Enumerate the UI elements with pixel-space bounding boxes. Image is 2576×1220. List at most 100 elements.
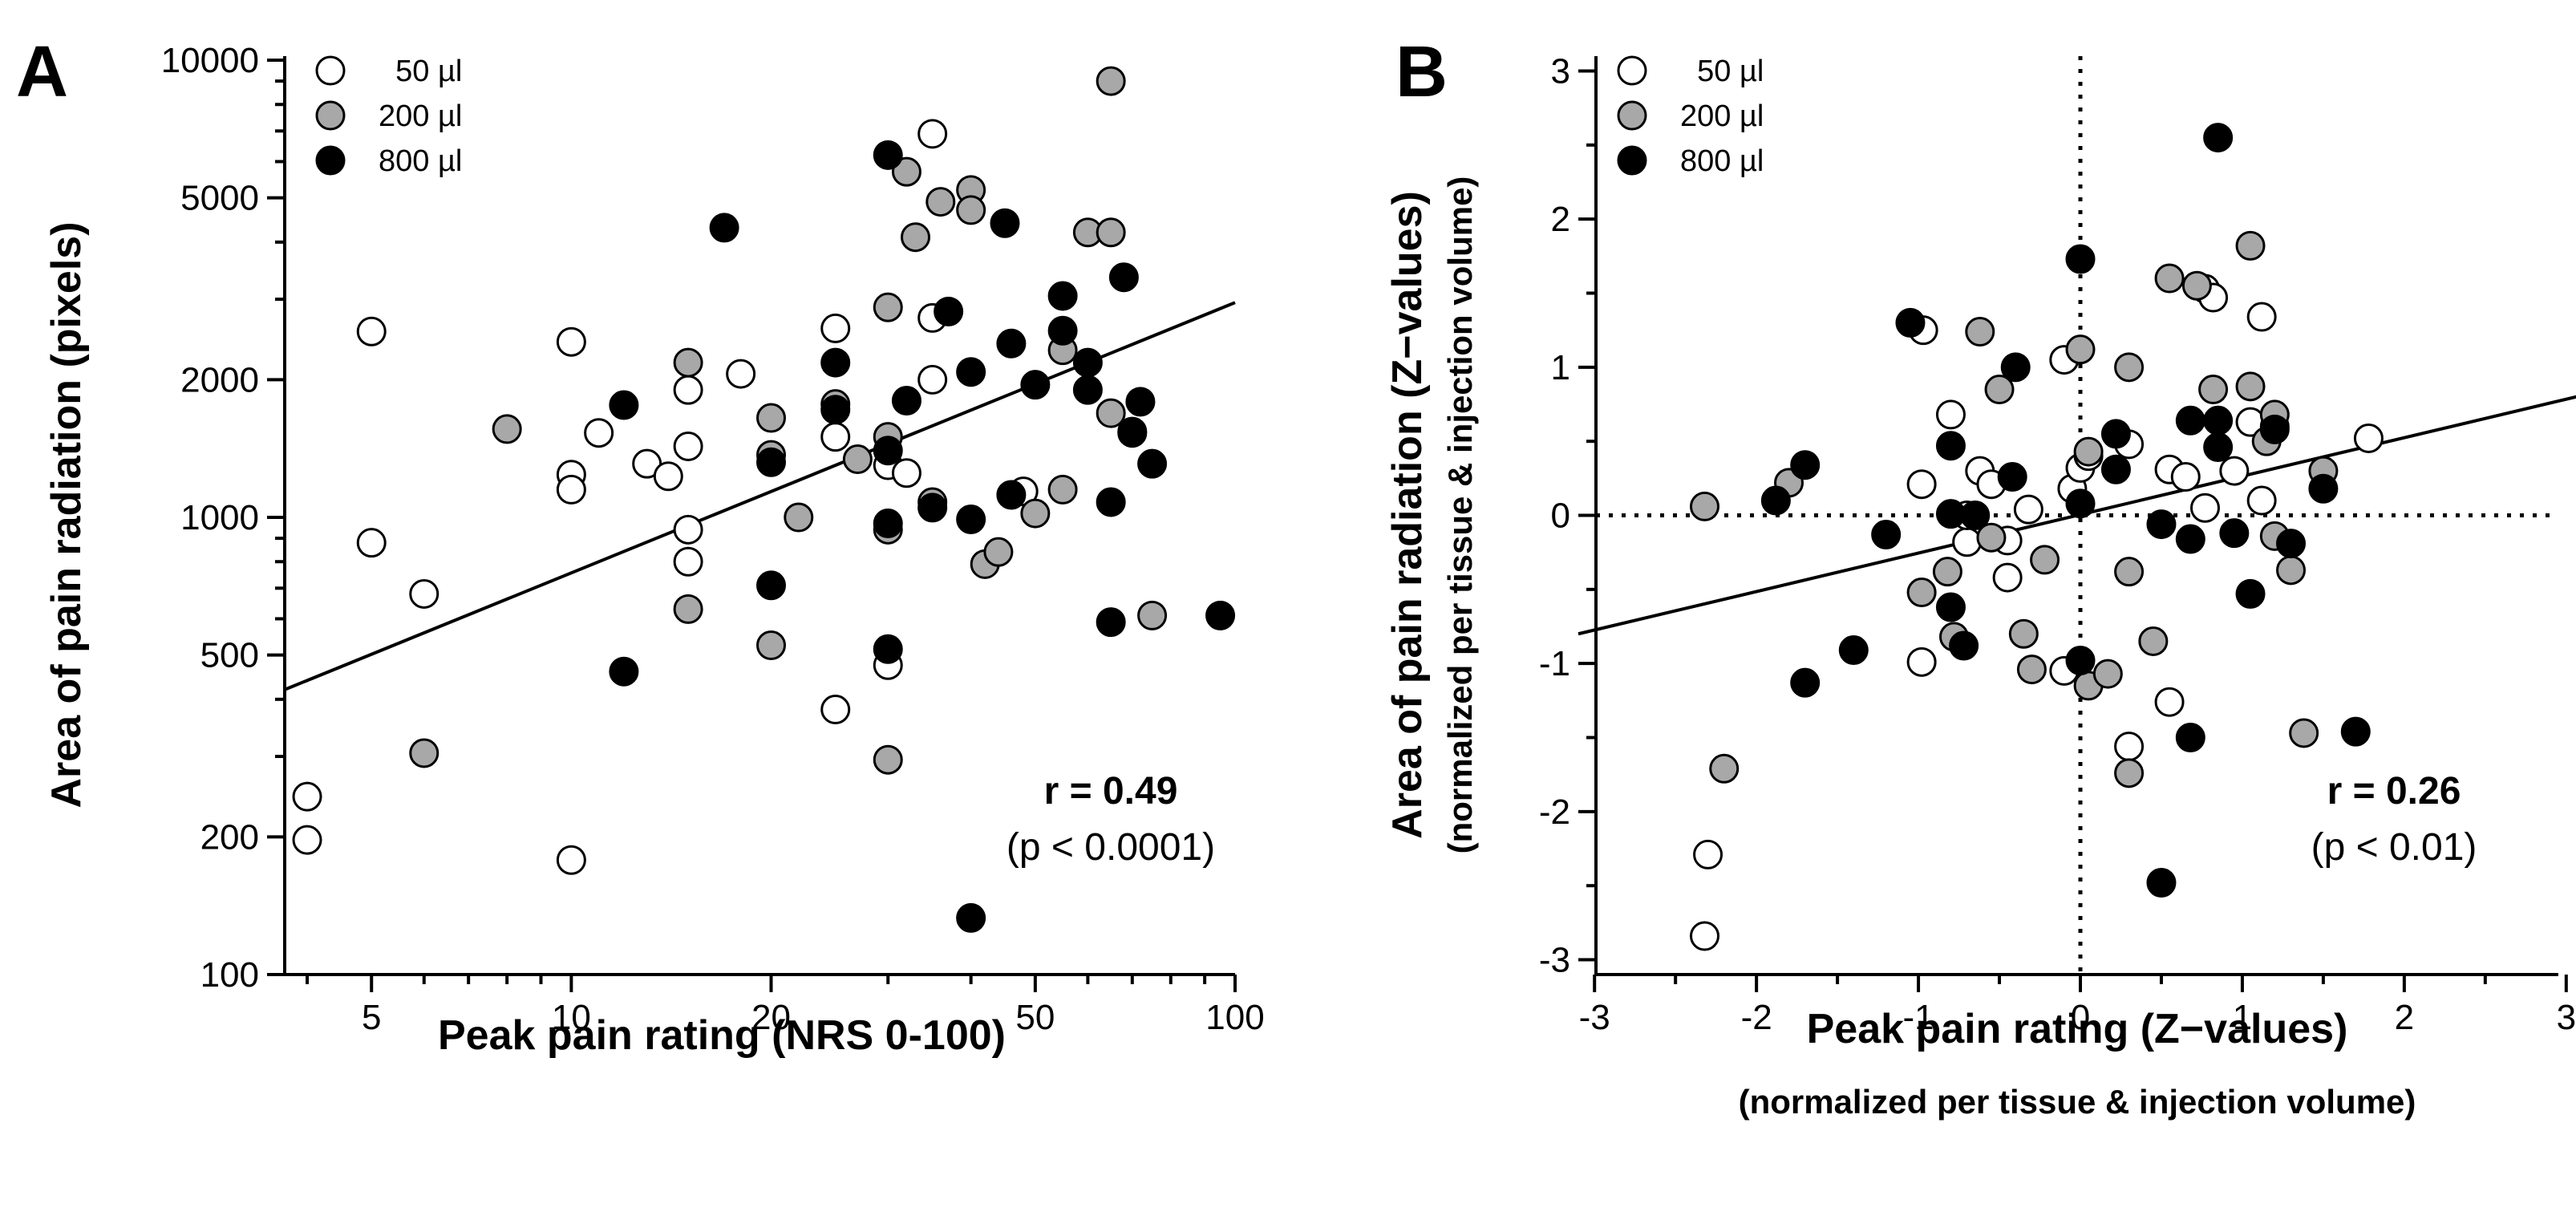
data-point-v800-b [1935, 431, 1966, 461]
x-tick-label-a: 20 [751, 998, 791, 1037]
data-point-v200-b [2008, 618, 2039, 649]
x-axis-subtitle-b: (normalized per tissue & injection volum… [1739, 1083, 2416, 1121]
y-tick-label-b: 0 [1551, 497, 1570, 536]
x-tick-label-b: 1 [2233, 998, 2252, 1037]
legend-label-v800-b: 800 µl [1680, 144, 1764, 178]
y-tick-label-a: 10000 [161, 41, 259, 80]
data-point-v200-a [409, 738, 439, 768]
y-axis-title-a: Area of pain radiation (pixels) [43, 221, 90, 808]
data-point-v200-b [2065, 334, 2096, 365]
data-point-v200-b [1690, 491, 1720, 521]
data-point-v800-b [1960, 501, 1991, 530]
tick-labels-a: 5 10 20 50 100 100 200 500 1000 2000 5000 10000 [161, 41, 1265, 1037]
data-point-v800-b [2065, 645, 2096, 675]
y-tick-label-a: 5000 [180, 179, 259, 218]
x-tick-label-a: 50 [1015, 998, 1055, 1037]
panel-letter-b: B [1395, 32, 1448, 112]
data-point-v200-a [1096, 398, 1126, 428]
data-point-v800-b [2175, 524, 2205, 554]
data-point-v50-b [2154, 687, 2185, 717]
data-point-v800-a [873, 634, 903, 664]
data-point-v50-a [292, 825, 322, 855]
x-axis-title-b: Peak pain rating (Z−values) [1807, 1006, 2348, 1052]
data-point-v200-a [673, 594, 703, 624]
data-point-v800-b [2000, 352, 2031, 383]
data-point-v800-a [1117, 418, 1148, 448]
legend-marker-v800-b [1617, 145, 1647, 176]
legend-marker-v50-b [1617, 55, 1647, 86]
data-point-v200-b [1932, 557, 1962, 587]
data-point-v200-b [2114, 557, 2145, 587]
data-point-v200-a [1047, 474, 1078, 505]
x-tick-label-b: 2 [2395, 998, 2414, 1037]
data-point-v800-a [1047, 315, 1078, 346]
data-point-v50-a [820, 422, 851, 452]
x-tick-label-b: 3 [2557, 998, 2576, 1037]
data-point-v800-a [1125, 387, 1156, 417]
ticks-a [267, 59, 1237, 992]
data-point-v800-b [2308, 473, 2339, 504]
data-point-v800-b [1935, 592, 1966, 622]
data-point-v800-b [1790, 667, 1821, 698]
data-point-v800-b [2203, 123, 2234, 153]
points-b [1690, 123, 2384, 951]
x-tick-label-b: -3 [1579, 998, 1610, 1037]
data-point-v800-b [2259, 414, 2290, 444]
data-point-v50-a [820, 313, 851, 343]
data-point-v200-b [2016, 655, 2047, 685]
data-point-v800-a [1020, 370, 1051, 400]
data-point-v200-b [2154, 263, 2185, 294]
data-point-v50-b [1906, 469, 1937, 500]
data-point-v800-a [873, 140, 903, 170]
data-point-v800-b [1760, 485, 1791, 516]
points-a [292, 66, 1236, 933]
data-point-v800-a [1047, 281, 1078, 311]
data-point-v200-a [901, 222, 931, 253]
data-point-v800-a [873, 509, 903, 539]
data-point-v50-a [673, 514, 703, 545]
data-point-v50-a [820, 695, 851, 725]
data-point-v800-b [2146, 868, 2177, 898]
stat-r-b: r = 0.26 [2327, 770, 2461, 813]
data-point-v800-a [873, 436, 903, 466]
data-point-v800-b [2146, 509, 2177, 540]
x-axis-title-a: Peak pain rating (NRS 0-100) [438, 1012, 1006, 1059]
data-point-v200-b [2276, 555, 2307, 586]
legend-label-v50-b: 50 µl [1680, 55, 1764, 88]
data-point-v800-a [820, 395, 851, 425]
data-point-v800-a [1072, 347, 1103, 378]
panel-b: B -3 -2 -1 0 1 2 3 -3 -2 -1 0 1 2 3 50 µl 200 µl 800 µl… [1384, 32, 2576, 1121]
data-point-v800-a [1205, 600, 1236, 630]
x-tick-label-b: 0 [2071, 998, 2090, 1037]
data-point-v800-a [609, 656, 639, 687]
plot-area-b: -3 -2 -1 0 1 2 3 -3 -2 -1 0 1 2 3 [1539, 51, 2576, 1037]
data-point-v200-a [925, 187, 956, 217]
data-point-v50-b [2219, 456, 2250, 486]
data-point-v200-b [2289, 718, 2319, 748]
data-point-v200-a [1096, 217, 1126, 248]
data-point-v50-a [584, 418, 614, 448]
data-point-v200-b [2198, 375, 2229, 405]
data-point-v200-b [2092, 659, 2123, 689]
legend-label-v200-b: 200 µl [1680, 99, 1764, 133]
y-axis-subtitle-b: (normalized per tissue & injection volum… [1441, 176, 1479, 854]
data-point-v200-a [983, 537, 1014, 567]
stat-p-a: (p < 0.0001) [1007, 826, 1215, 869]
data-point-v50-a [653, 461, 683, 492]
data-point-v50-b [2170, 461, 2201, 492]
data-point-v50-b [1690, 921, 1720, 951]
data-point-v200-a [1096, 66, 1126, 96]
y-tick-label-a: 100 [200, 955, 259, 995]
data-point-v200-a [1020, 498, 1051, 529]
data-point-v50-a [556, 326, 586, 357]
data-point-v50-b [1935, 399, 1966, 430]
data-point-v800-b [2235, 578, 2266, 609]
stat-p-b: (p < 0.01) [2311, 826, 2477, 869]
data-point-v800-b [2219, 518, 2250, 549]
data-point-v800-a [996, 480, 1027, 510]
data-point-v800-a [1108, 262, 1139, 293]
y-tick-label-a: 2000 [180, 360, 259, 399]
data-point-v800-a [996, 328, 1027, 359]
data-point-v800-b [2100, 454, 2131, 484]
